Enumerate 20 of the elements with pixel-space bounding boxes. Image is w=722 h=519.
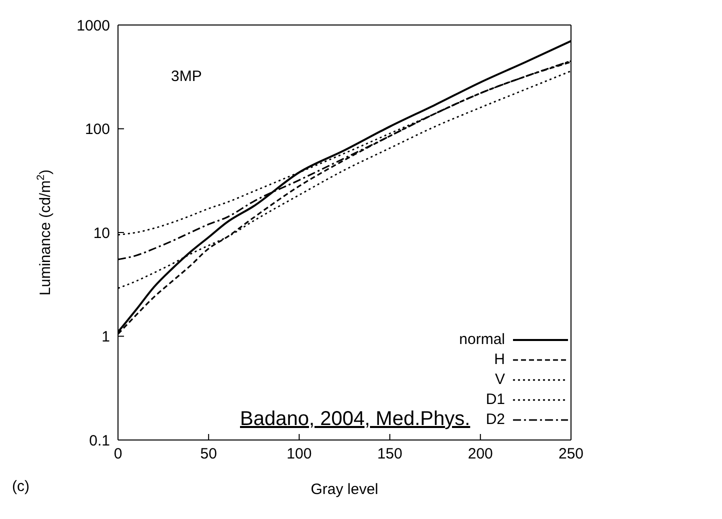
legend-label: D1: [486, 390, 505, 410]
legend-label: D2: [486, 410, 505, 430]
y-tick-label: 1: [102, 328, 110, 346]
x-axis-title: Gray level: [310, 481, 378, 498]
text: (c): [12, 478, 30, 495]
annotation: 3MP: [171, 68, 202, 85]
x-tick-label: 100: [286, 446, 312, 463]
x-tick-label: 200: [468, 446, 493, 463]
y-tick-label: 100: [84, 121, 110, 138]
x-tick-label: 250: [558, 446, 584, 463]
x-tick-label: 50: [200, 446, 217, 463]
x-tick-label: 0: [114, 446, 122, 463]
y-tick-label: 0.1: [89, 432, 110, 450]
y-tick-label: 1000: [76, 17, 110, 34]
x-tick-label: 150: [377, 446, 402, 463]
annotation: Badano, 2004, Med.Phys.: [240, 408, 470, 431]
legend-label: normal: [459, 330, 505, 350]
legend-label: V: [494, 370, 505, 390]
y-tick-label: 10: [93, 224, 110, 242]
legend-label: H: [494, 350, 505, 370]
